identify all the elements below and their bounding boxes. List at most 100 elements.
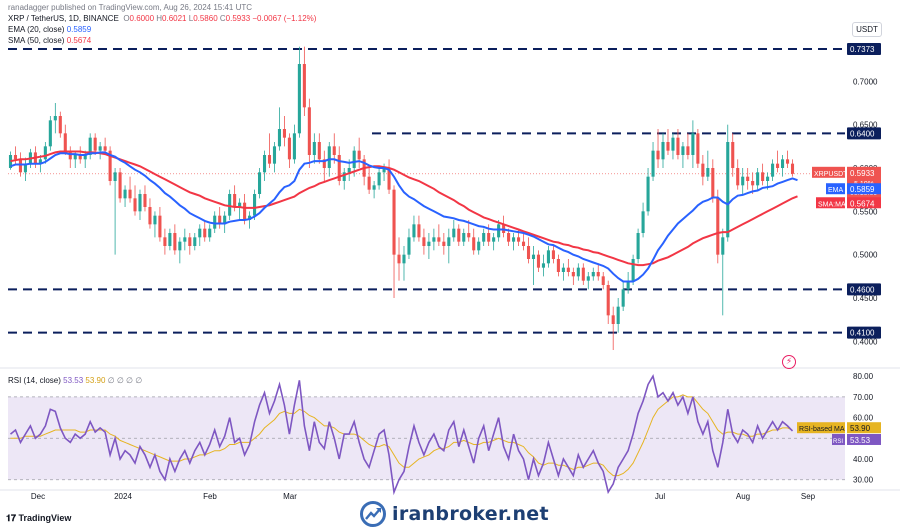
rsi-legend-value: 53.53 [63,376,84,385]
candle-body [776,163,780,168]
rsi-legend[interactable]: RSI (14, close) 53.53 53.90 ∅ ∅ ∅ ∅ [8,376,143,385]
rsi-value-label: 53.53 [850,436,871,445]
ohlc-change: −0.0067 (−1.12%) [252,14,317,23]
candle-body [726,142,730,238]
lightning-icon[interactable]: ⚡ [782,355,796,369]
ema-value-tag [847,183,881,195]
sma-legend[interactable]: SMA (50, close) 0.5674 [8,36,92,45]
candle-body [243,202,247,220]
candle-body [716,198,720,255]
ema-value-label: 0.5859 [850,185,875,194]
candle-body [128,189,132,199]
candle-body [73,155,77,160]
time-scale-label: Aug [736,492,750,501]
candle-body [656,150,660,160]
sma-tag-label: SMA:MA [818,201,846,208]
candle-body [367,176,371,190]
candle-body [566,267,570,272]
ohlc-low: 0.5860 [193,14,218,23]
candle-body [253,194,257,216]
candle-body [721,237,725,255]
candle-body [586,276,590,281]
ohlc-open: 0.6000 [129,14,155,23]
candle-body [591,272,595,277]
time-scale-label: Jul [655,492,665,501]
level-tag [847,43,881,56]
time-scale-label: Dec [31,492,45,501]
candle-body [213,215,217,229]
symbol-line: XRP / TetherUS, 1D, BINANCE O0.6000 H0.6… [8,14,317,23]
candle-body [526,246,531,259]
candle-body [218,215,222,225]
price-scale-label: 0.4000 [853,337,878,346]
candle-body [766,176,770,181]
candle-body [103,146,107,151]
candle-body [512,237,516,242]
candle-body [113,172,117,181]
candle-body [307,107,311,155]
candle-body [691,133,695,155]
candle-body [272,146,277,164]
candle-body [472,237,476,251]
candle-body [457,228,461,242]
candle-body [462,233,466,242]
candle-body [23,163,27,173]
candle-body [641,211,645,233]
candle-body [297,64,301,134]
level-tag-label: 0.6400 [850,129,875,138]
candle-body [681,146,685,155]
time-scale-label: Mar [283,492,297,501]
currency-button[interactable]: USDT [852,22,882,37]
candle-body [711,168,715,199]
candle-body [158,215,162,238]
symbol-title[interactable]: XRP / TetherUS, 1D, BINANCE [8,14,119,23]
candle-body [397,254,401,264]
candle-body [417,224,421,238]
ema-legend[interactable]: EMA (20, close) 0.5859 [8,25,92,34]
level-tag [847,127,881,140]
time-scale-label: 2024 [114,492,132,501]
candle-body [601,276,605,285]
sma-tag [816,197,845,209]
candle-body [482,233,486,242]
candle-body [18,159,22,173]
symbol-tag-label: XRPUSDT [814,171,848,178]
candle-body [98,146,102,151]
candle-body [536,254,541,268]
candle-body [233,194,237,207]
candle-body [168,233,172,246]
candle-body [402,254,406,264]
candle-body [228,194,232,216]
candle-body [248,215,252,220]
candle-body [751,181,755,186]
candle-body [556,259,560,272]
rsi-line [9,373,794,496]
sma-value-tag [847,197,881,209]
candle-body [447,237,451,246]
candle-body [706,168,710,177]
rsi-ma-tag-label: RSI-based MA [799,426,845,433]
candle-body [53,116,57,121]
rsi-value-tag [847,433,881,445]
rsi-ma-legend-value: 53.90 [85,376,106,385]
candle-body [277,129,282,147]
candle-body [262,155,267,173]
candle-body [442,241,446,246]
candle-body [576,267,580,277]
candle-body [521,241,526,246]
rsi-scale-label: 30.00 [853,476,874,485]
candle-body [58,116,62,134]
candle-body [771,163,775,177]
candle-body [761,172,765,181]
candle-body [561,267,565,272]
candle-body [492,237,496,242]
candle-body [332,146,336,155]
candle-body [392,189,396,255]
candle-body [118,172,122,199]
candle-body [551,250,555,259]
candle-body [387,168,391,190]
candle-body [282,129,286,138]
candle-body [312,142,316,155]
candle-body [78,155,82,160]
